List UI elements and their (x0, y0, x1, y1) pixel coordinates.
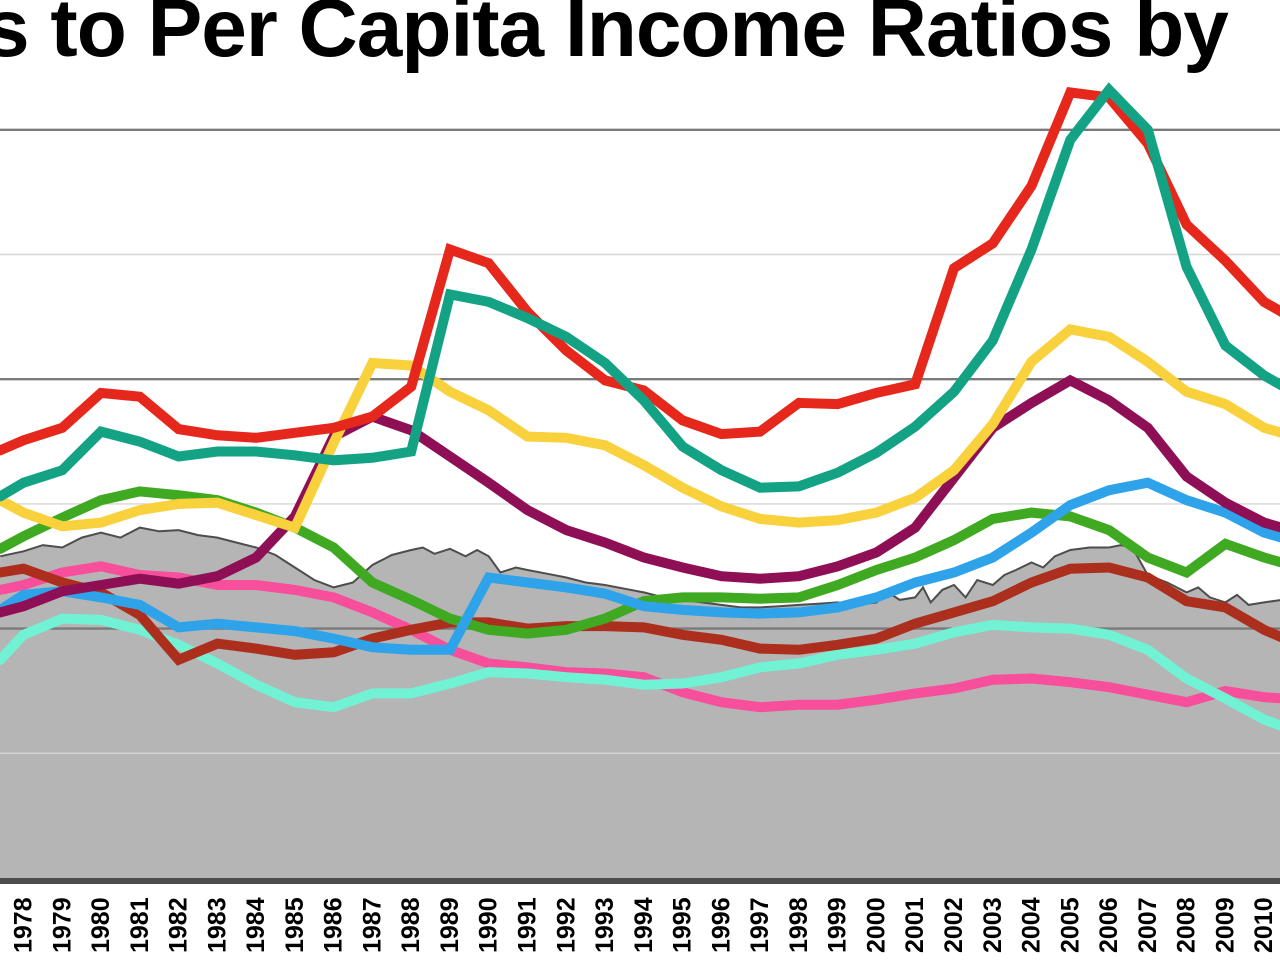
teal-series-line (0, 82, 1280, 502)
chart-title: s to Per Capita Income Ratios by (0, 0, 1229, 74)
x-axis-tick-label: 1980 (87, 897, 115, 953)
x-axis-tick-label: 1985 (281, 897, 309, 953)
x-axis-tick-label: 1994 (630, 897, 658, 953)
x-axis-tick-label: 2002 (940, 897, 968, 953)
x-axis-tick-label: 1991 (514, 897, 542, 953)
x-axis-tick-label: 1999 (824, 897, 852, 953)
gray-area-fill (0, 527, 1280, 884)
x-axis-tick-label: 1987 (358, 897, 386, 953)
x-axis-tick-label: 1989 (436, 897, 464, 953)
x-axis-tick-label: 1997 (746, 897, 774, 953)
x-axis-tick-label: 1998 (785, 897, 813, 953)
x-axis-line (0, 878, 1280, 884)
x-axis-tick-label: 1978 (10, 897, 38, 953)
x-axis-tick-label: 1982 (165, 897, 193, 953)
x-axis-tick-label: 1993 (591, 897, 619, 953)
x-axis-tick-label: 1990 (475, 897, 503, 953)
brick-red-series-line (0, 562, 1280, 666)
x-axis-tick-label: 2003 (979, 897, 1007, 953)
x-axis-tick-label: 1984 (242, 897, 270, 953)
x-axis-tick-label: 2009 (1211, 897, 1239, 953)
x-axis-tick-label: 2008 (1173, 897, 1201, 953)
x-axis-tick-label: 2000 (862, 897, 890, 953)
blue-series-line (0, 477, 1280, 655)
x-axis-tick-label: 1992 (552, 897, 580, 953)
x-axis-tick-label: 1995 (669, 897, 697, 953)
x-axis-tick-label: 1979 (48, 897, 76, 953)
x-axis-tick-label: 2004 (1018, 897, 1046, 953)
x-axis-tick-label: 2010 (1250, 897, 1278, 953)
x-axis-tick-label: 2007 (1134, 897, 1162, 953)
x-axis-tick-label: 2001 (901, 897, 929, 953)
x-axis-tick-label: 1981 (126, 897, 154, 953)
purple-series-line (0, 374, 1280, 618)
x-axis-tick-label: 2005 (1056, 897, 1084, 953)
x-axis-tick-label: 1996 (707, 897, 735, 953)
cyan-series-line (0, 613, 1280, 731)
red-series-line (0, 86, 1280, 456)
yellow-series-line (0, 323, 1280, 534)
x-axis-tick-label: 2006 (1095, 897, 1123, 953)
x-axis-tick-label: 1988 (397, 897, 425, 953)
x-axis-tick-label: 1986 (320, 897, 348, 953)
x-axis-tick-label: 1983 (203, 897, 231, 953)
